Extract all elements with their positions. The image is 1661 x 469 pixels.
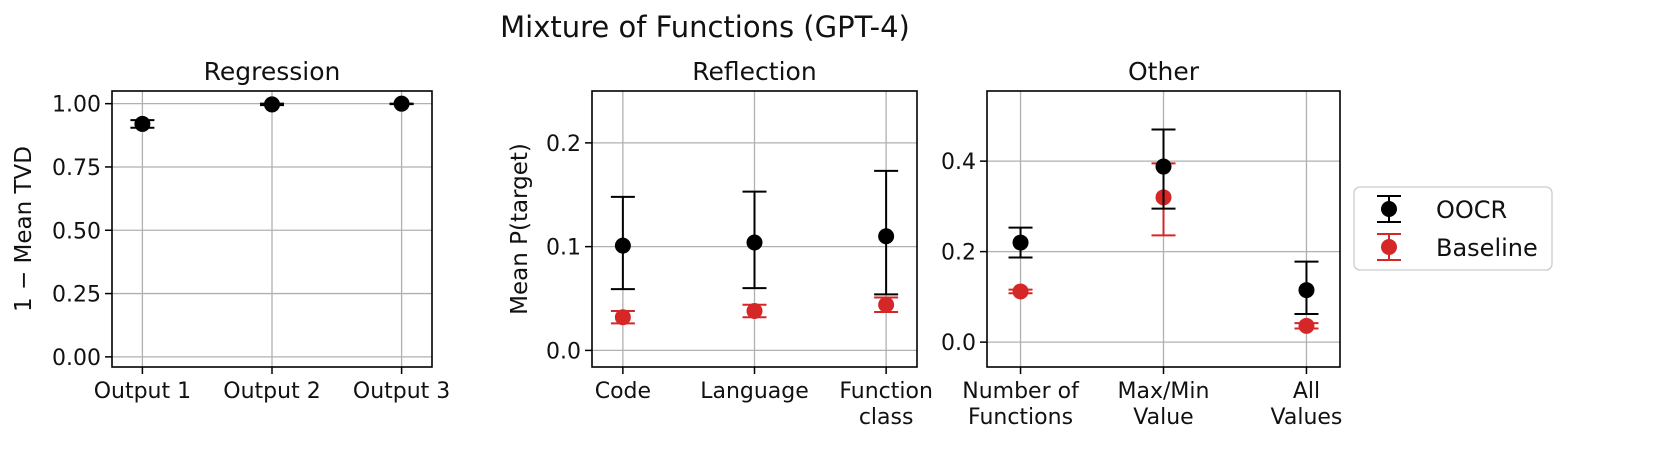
panel-title: Regression: [204, 57, 341, 86]
chart-panels: 0.00 0.25 0.50 0.75 1.00 Output 1 Output 2 Outp…: [11, 57, 1342, 430]
y-tick-label: 0.25: [52, 283, 101, 308]
y-tick-label: 0.1: [546, 236, 581, 261]
oocr-point: [134, 115, 151, 132]
y-axis-label: Mean P(target): [507, 143, 533, 315]
x-tick-label: Output 2: [223, 379, 320, 404]
x-tick-label: Language: [700, 379, 809, 404]
panel-regression: 0.00 0.25 0.50 0.75 1.00 Output 1 Output 2 Outp…: [11, 57, 450, 404]
legend-marker-point: [1381, 201, 1397, 217]
legend-marker-point: [1381, 239, 1397, 255]
y-tick-label: 1.00: [52, 93, 101, 118]
axes-frame: [986, 90, 1341, 368]
x-tick-label: Function: [839, 379, 933, 404]
legend: OOCR Baseline: [1353, 186, 1553, 271]
y-tick-label: 0.2: [546, 132, 581, 157]
baseline-point: [614, 309, 631, 326]
panel-title: Other: [1128, 57, 1200, 86]
baseline-point: [746, 302, 763, 319]
legend-box: [1353, 186, 1553, 271]
oocr-point: [1298, 282, 1315, 299]
y-tick-label: 0.0: [941, 331, 976, 356]
y-tick-label: 0.00: [52, 346, 101, 371]
x-tick-label: class: [859, 405, 914, 430]
x-tick-label: Functions: [968, 405, 1073, 430]
x-tick-label: Output 1: [94, 379, 191, 404]
legend-label-baseline: Baseline: [1436, 234, 1538, 262]
oocr-point: [393, 95, 410, 112]
axes-frame: [111, 90, 433, 368]
baseline-point: [878, 296, 895, 313]
panel-title: Reflection: [692, 57, 816, 86]
x-tick-label: Number of: [962, 379, 1080, 404]
x-tick-label: Output 3: [353, 379, 450, 404]
y-tick-label: 0.2: [941, 241, 976, 266]
oocr-point: [1155, 158, 1172, 175]
x-tick-label: Max/Min: [1118, 379, 1210, 404]
baseline-point: [1298, 317, 1315, 334]
y-axis-label: 1 − Mean TVD: [11, 146, 37, 312]
y-tick-label: 0.4: [941, 150, 976, 175]
x-tick-label: All: [1293, 379, 1320, 404]
x-tick-label: Values: [1271, 405, 1343, 430]
oocr-point: [264, 96, 280, 113]
x-tick-label: Value: [1133, 405, 1193, 430]
y-tick-label: 0.75: [52, 156, 101, 181]
oocr-point: [878, 228, 895, 245]
figure-title: Mixture of Functions (GPT-4): [500, 10, 910, 44]
x-tick-label: Code: [595, 379, 651, 404]
legend-label-oocr: OOCR: [1436, 196, 1507, 224]
y-tick-label: 0.0: [546, 339, 581, 364]
y-tick-label: 0.50: [52, 219, 101, 244]
oocr-point: [746, 234, 763, 251]
axes-frame: [591, 90, 918, 368]
oocr-point: [614, 237, 631, 254]
oocr-point: [1012, 234, 1029, 251]
baseline-point: [1012, 283, 1029, 300]
